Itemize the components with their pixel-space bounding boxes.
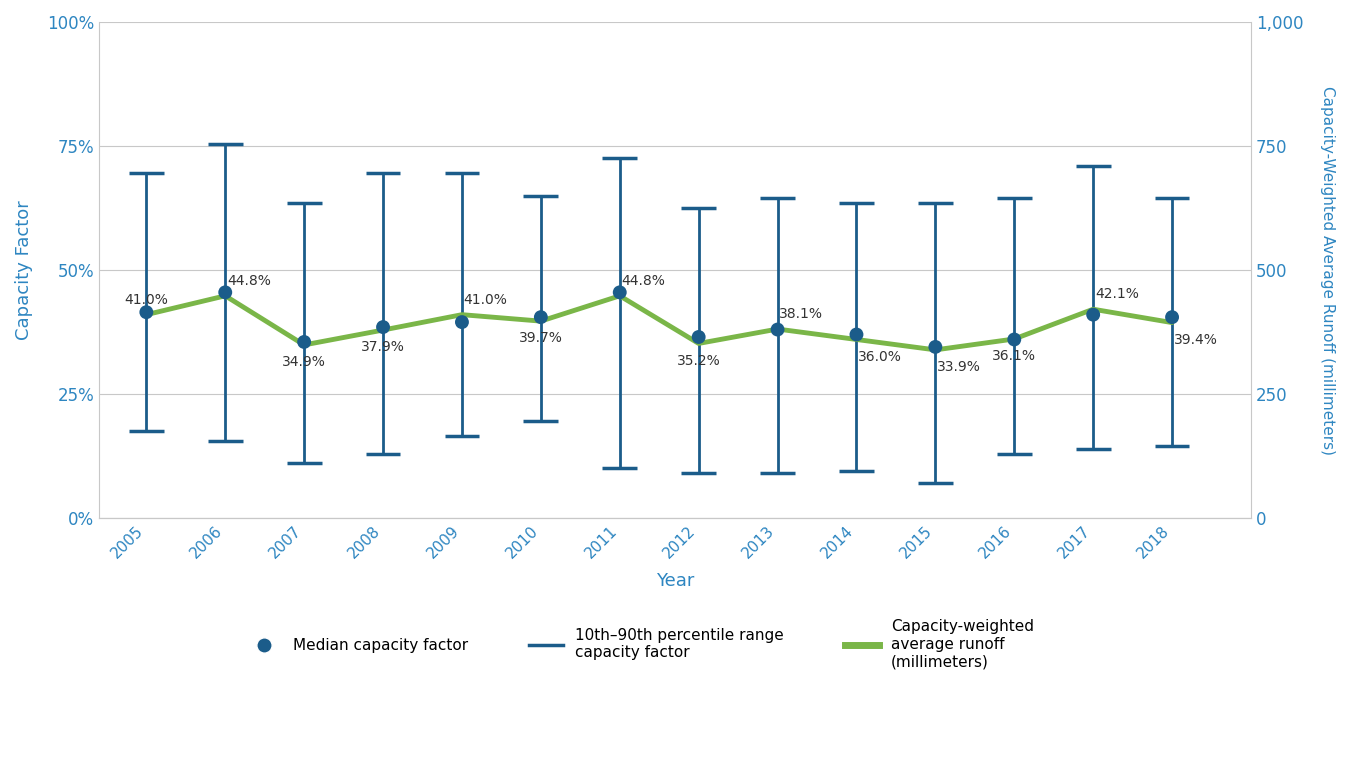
- Point: [767, 323, 788, 335]
- Text: 41.0%: 41.0%: [463, 292, 508, 307]
- Text: 36.1%: 36.1%: [992, 349, 1037, 363]
- Point: [925, 341, 946, 353]
- Y-axis label: Capacity Factor: Capacity Factor: [15, 200, 32, 340]
- Point: [1161, 311, 1183, 324]
- Point: [135, 306, 157, 318]
- X-axis label: Year: Year: [656, 572, 694, 590]
- Point: [688, 331, 710, 343]
- Text: 38.1%: 38.1%: [779, 307, 824, 321]
- Point: [215, 286, 236, 299]
- Point: [1083, 308, 1104, 321]
- Text: 34.9%: 34.9%: [282, 355, 327, 369]
- Text: 42.1%: 42.1%: [1095, 287, 1139, 301]
- Text: 39.4%: 39.4%: [1173, 333, 1218, 347]
- Point: [609, 286, 630, 299]
- Text: 35.2%: 35.2%: [676, 354, 721, 368]
- Text: 41.0%: 41.0%: [124, 292, 169, 307]
- Point: [293, 335, 315, 348]
- Text: 44.8%: 44.8%: [227, 274, 271, 288]
- Text: 44.8%: 44.8%: [621, 274, 666, 288]
- Point: [531, 311, 552, 324]
- Text: 33.9%: 33.9%: [937, 360, 981, 374]
- Y-axis label: Capacity-Weighted Average Runoff (millimeters): Capacity-Weighted Average Runoff (millim…: [1320, 86, 1335, 455]
- Text: 37.9%: 37.9%: [360, 340, 405, 354]
- Legend: Median capacity factor, 10th–90th percentile range
capacity factor, Capacity-wei: Median capacity factor, 10th–90th percen…: [247, 619, 1034, 669]
- Point: [451, 316, 472, 328]
- Point: [1003, 333, 1025, 346]
- Point: [845, 328, 867, 341]
- Text: 36.0%: 36.0%: [859, 350, 902, 363]
- Point: [373, 321, 394, 333]
- Text: 39.7%: 39.7%: [518, 332, 563, 346]
